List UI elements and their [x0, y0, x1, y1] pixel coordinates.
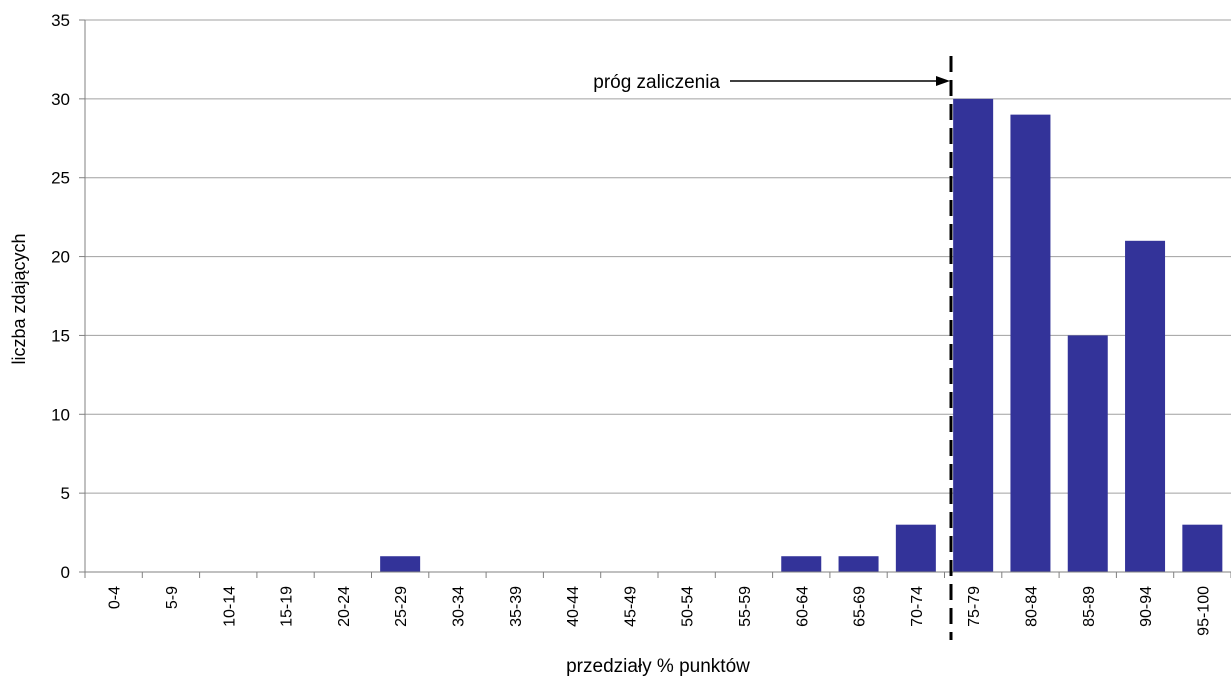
y-tick-label: 0: [61, 563, 70, 582]
y-tick-labels: 0 5 10 15 20 25 30 35: [51, 11, 85, 582]
x-tick-label: 70-74: [909, 586, 926, 627]
bar-25-29: [380, 556, 421, 572]
threshold-arrow-head: [936, 76, 950, 86]
bar-90-94: [1125, 240, 1166, 573]
x-axis-title: przedziały % punktów: [566, 656, 750, 677]
x-tick-label: 80-84: [1023, 586, 1040, 627]
threshold-label: próg zaliczenia: [593, 72, 720, 93]
y-tick-label: 5: [61, 484, 70, 503]
y-tick-label: 35: [51, 11, 70, 30]
y-tick-label: 20: [51, 248, 70, 267]
x-tick-label: 15-19: [279, 586, 296, 627]
x-tick-label: 20-24: [336, 586, 353, 627]
bar-70-74: [895, 524, 936, 572]
x-tick-label: 25-29: [393, 586, 410, 627]
x-tick-label: 55-59: [737, 586, 754, 627]
y-tick-label: 25: [51, 169, 70, 188]
y-tick-label: 30: [51, 90, 70, 109]
threshold-annotation: próg zaliczenia: [593, 56, 953, 640]
x-tick-label: 45-49: [622, 586, 639, 627]
x-tick-label: 10-14: [221, 586, 238, 627]
bar-65-69: [838, 556, 879, 572]
x-tick-label: 0-4: [107, 586, 124, 609]
x-tick-label: 30-34: [450, 586, 467, 627]
bar-80-84: [1010, 114, 1051, 572]
x-tick-label: 95-100: [1195, 586, 1212, 636]
x-tick-label: 50-54: [680, 586, 697, 627]
bar-75-79: [953, 98, 994, 572]
x-tick-label: 60-64: [794, 586, 811, 627]
gridlines: [85, 19, 1231, 494]
axes: [84, 20, 1231, 573]
bars: [380, 98, 1223, 573]
bar-85-89: [1067, 335, 1108, 572]
x-tick-label: 90-94: [1138, 586, 1155, 627]
y-axis-title: liczba zdających: [9, 233, 29, 364]
x-tick-labels: 0-4 5-9 10-14 15-19 20-24 25-29 30-34 35-39 40-4…: [84, 572, 1231, 636]
x-tick-label: 5-9: [164, 586, 181, 609]
x-tick-label: 75-79: [966, 586, 983, 627]
bar-60-64: [781, 556, 822, 572]
x-tick-label: 65-69: [852, 586, 869, 627]
y-tick-label: 10: [51, 405, 70, 424]
bar-95-100: [1182, 524, 1223, 572]
y-tick-label: 15: [51, 326, 70, 345]
x-tick-label: 85-89: [1081, 586, 1098, 627]
x-tick-label: 40-44: [565, 586, 582, 627]
x-tick-label: 35-39: [508, 586, 525, 627]
